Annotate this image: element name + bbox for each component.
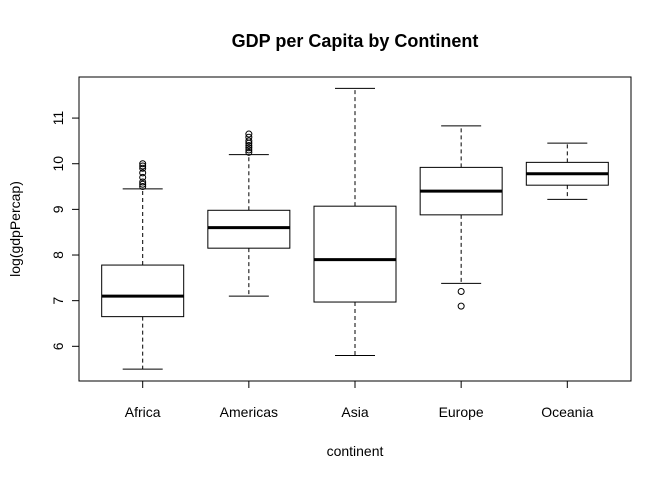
- iqr-box: [101, 264, 185, 318]
- outlier-point: [457, 302, 465, 310]
- chart-title: GDP per Capita by Continent: [232, 31, 479, 51]
- x-axis-label: continent: [327, 443, 384, 459]
- x-tick-label: Americas: [220, 404, 278, 420]
- x-tick-label: Oceania: [541, 404, 593, 420]
- box-americas: [207, 130, 291, 297]
- y-tick-label: 8: [50, 251, 66, 259]
- outlier-point: [139, 164, 147, 172]
- outlier-point: [245, 130, 253, 138]
- x-axis: Africa Americas Asia Europe Oceania: [125, 380, 594, 420]
- box-africa: [101, 160, 185, 370]
- x-tick-label: Asia: [341, 404, 368, 420]
- y-axis-label: log(gdpPercap): [7, 181, 23, 277]
- boxes-group: [101, 87, 609, 370]
- outlier-point: [139, 160, 147, 168]
- outlier-point: [139, 183, 147, 191]
- outlier-point: [245, 141, 253, 149]
- outlier-point: [139, 173, 147, 181]
- outlier-point: [457, 288, 465, 296]
- iqr-box: [313, 205, 397, 303]
- y-tick-label: 9: [50, 205, 66, 213]
- outlier-point: [139, 180, 147, 188]
- outlier-point: [245, 148, 253, 156]
- iqr-box: [207, 209, 291, 249]
- outlier-point: [245, 146, 253, 154]
- x-tick-label: Europe: [439, 404, 484, 420]
- y-tick-label: 11: [50, 111, 66, 126]
- outlier-point: [245, 144, 253, 152]
- outlier-point: [245, 137, 253, 145]
- outlier-point: [139, 178, 147, 186]
- box-europe: [419, 125, 503, 310]
- outlier-point: [245, 133, 253, 141]
- box-asia: [313, 87, 397, 356]
- outlier-point: [139, 162, 147, 170]
- y-tick-label: 6: [50, 342, 66, 350]
- x-tick-label: Africa: [125, 404, 161, 420]
- outlier-point: [139, 169, 147, 177]
- box-oceania: [525, 142, 609, 200]
- y-axis: 6 7 8 9 10 11: [50, 111, 80, 350]
- y-tick-label: 7: [50, 297, 66, 305]
- y-tick-label: 10: [50, 156, 66, 172]
